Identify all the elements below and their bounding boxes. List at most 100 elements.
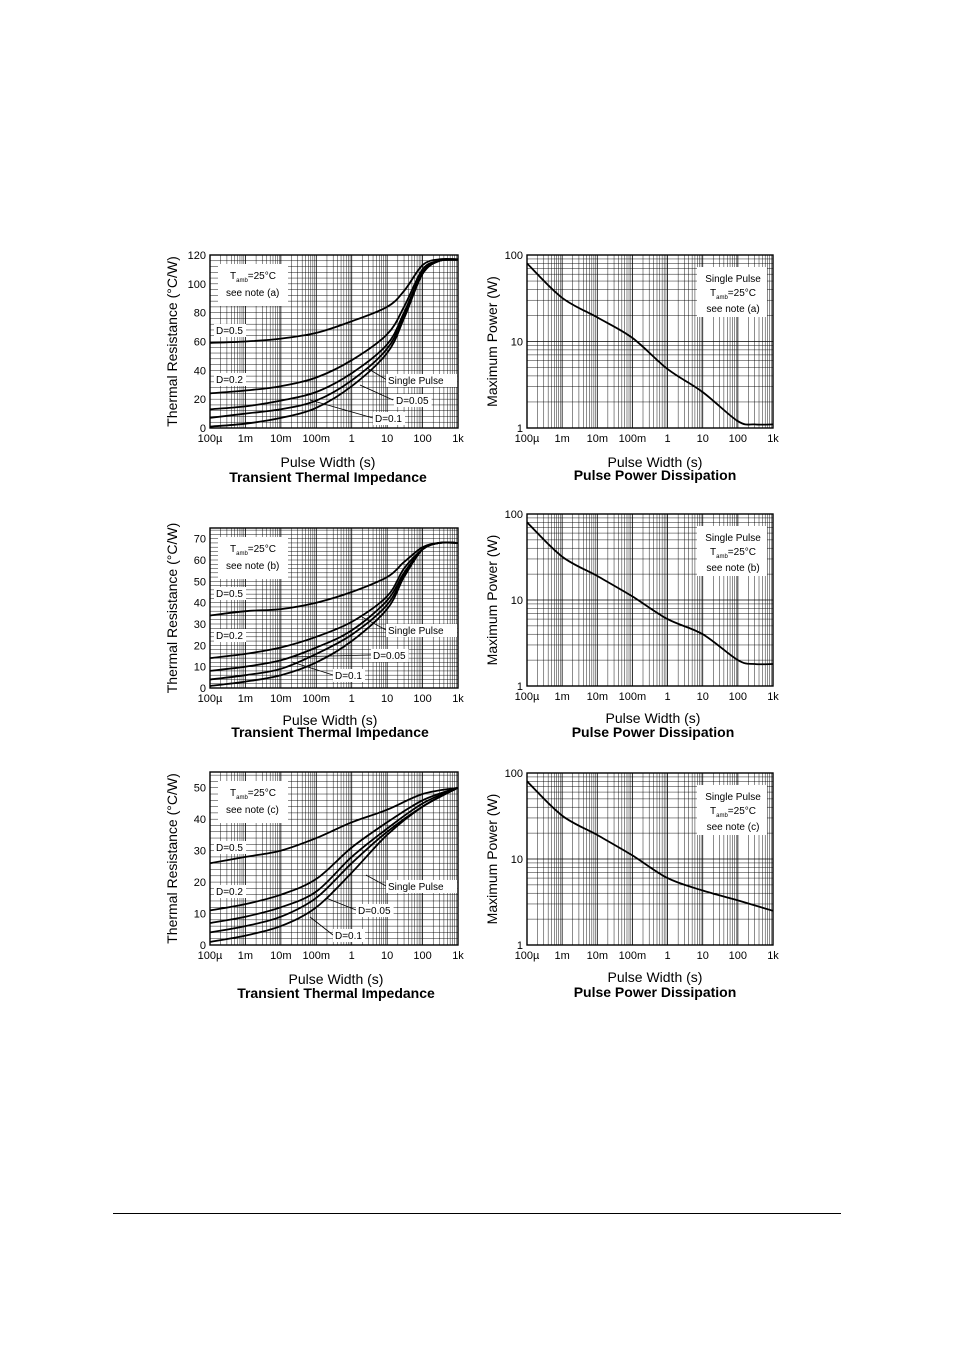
x-tick-label: 1m [555,433,570,445]
annotation-temperature: Tamb=25°C [710,288,756,301]
series-line-d-0-2 [209,258,459,395]
series-label: Single Pulse [388,882,444,893]
x-tick-label: 10m [270,693,291,705]
label-backing [214,373,246,386]
x-tick-label: 100 [729,691,747,703]
y-tick-label: 40 [194,598,206,610]
series-line-single-pulse [526,262,774,426]
chart-title: Transient Thermal Impedance [237,985,435,1001]
y-tick-label: 30 [194,846,206,858]
annotation-box [697,526,767,576]
annotation-box [697,267,767,317]
label-backing [333,929,365,942]
series-label: D=0.2 [216,631,243,642]
x-tick-label: 10 [697,433,709,445]
y-tick-label: 20 [194,640,206,652]
x-tick-label: 100m [619,691,647,703]
y-tick-label: 0 [200,423,206,435]
chart-panel-3: Tamb=25°C see note (b) D=0.5 D=0.2 Single Pu… [164,523,464,740]
annotation-temperature: Tamb=25°C [230,544,276,557]
label-leader-line [325,897,357,911]
x-tick-label: 100 [729,433,747,445]
x-tick-label: 10 [697,691,709,703]
annotation-box [218,537,288,579]
series-label: D=0.05 [373,651,406,662]
chart-title: Pulse Power Dissipation [572,724,735,740]
x-tick-label: 100µ [198,693,223,705]
label-backing [371,649,409,662]
chart-title: Transient Thermal Impedance [229,469,427,485]
x-tick-label: 100m [303,433,331,445]
x-tick-label: 10m [587,691,608,703]
x-tick-label: 100m [303,950,331,962]
x-tick-label: 1k [767,950,779,962]
label-backing [386,880,458,893]
y-tick-label: 20 [194,877,206,889]
x-tick-label: 1k [767,691,779,703]
label-backing [386,624,458,637]
series-label: D=0.2 [216,887,243,898]
y-tick-label: 1 [517,681,523,693]
label-leader-line [361,616,387,631]
x-tick-label: 1k [452,693,464,705]
y-tick-label: 10 [511,337,523,349]
y-tick-label: 60 [194,555,206,567]
chart-panel-5: Tamb=25°C see note (c) D=0.5 D=0.2 Single Pu… [164,771,464,1001]
x-tick-label: 1 [349,950,355,962]
x-tick-label: 100µ [198,433,223,445]
label-leader-line [359,384,394,401]
series-label: D=0.05 [358,906,391,917]
series-label: D=0.5 [216,843,243,854]
chart-panel-1: Tamb=25°C see note (a) D=0.5 D=0.2 Single Pu… [164,250,464,485]
series-label: D=0.1 [335,931,362,942]
x-tick-label: 1 [665,433,671,445]
x-tick-label: 1k [767,433,779,445]
y-tick-label: 100 [505,768,523,780]
label-leader-line [366,367,388,381]
label-backing [386,374,458,387]
label-backing [214,324,246,337]
chart-title: Pulse Power Dissipation [574,467,737,483]
label-backing [214,587,246,600]
x-axis-label: Pulse Width (s) [283,712,378,728]
y-tick-label: 10 [511,595,523,607]
x-tick-label: 1k [452,433,464,445]
x-tick-label: 10 [381,433,393,445]
y-tick-label: 50 [194,576,206,588]
x-tick-label: 10m [587,950,608,962]
plot-frame [526,254,774,429]
label-leader-line [291,661,334,676]
x-tick-label: 1m [238,950,253,962]
chart-title: Transient Thermal Impedance [231,724,429,740]
x-tick-label: 100m [303,693,331,705]
x-tick-label: 10 [697,950,709,962]
annotation-note: see note (c) [226,805,279,816]
y-tick-label: 10 [194,662,206,674]
grid [526,255,773,429]
y-tick-label: 20 [194,394,206,406]
annotation-box [697,785,767,835]
annotation-temperature: Tamb=25°C [230,271,276,284]
y-tick-label: 0 [200,940,206,952]
plot-frame [526,513,774,687]
x-tick-label: 1 [665,691,671,703]
series-label: D=0.05 [396,396,429,407]
series-label: Single Pulse [388,626,444,637]
y-tick-label: 100 [188,279,206,291]
y-tick-label: 100 [505,250,523,262]
series-line-d-0-2 [209,786,459,912]
x-tick-label: 100µ [515,950,540,962]
annotation-temperature: Tamb=25°C [230,788,276,801]
label-leader-line [365,874,387,887]
annotation-box [218,264,288,306]
label-leader-line [309,399,374,419]
x-tick-label: 100µ [198,950,223,962]
y-tick-label: 10 [194,909,206,921]
annotation-temperature: Tamb=25°C [710,547,756,560]
label-backing [394,394,432,407]
series-label: D=0.2 [216,375,243,386]
label-backing [373,412,405,425]
x-axis-label: Pulse Width (s) [608,454,703,470]
annotation-note: see note (b) [226,561,279,572]
